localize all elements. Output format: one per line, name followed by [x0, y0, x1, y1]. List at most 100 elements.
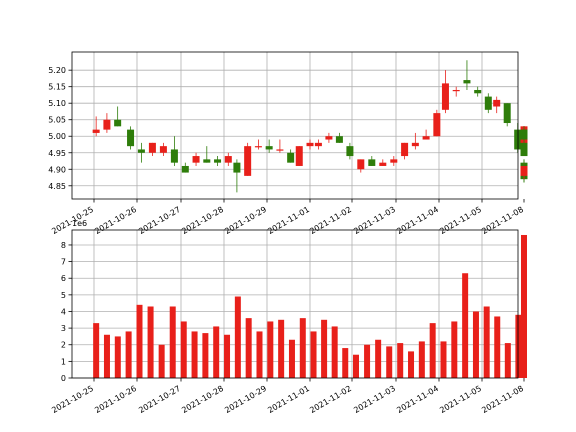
volume-bar — [245, 318, 252, 378]
volume-bar — [472, 311, 479, 378]
volume-bar — [125, 331, 132, 378]
candle-body — [520, 142, 528, 157]
volume-y-tick-label: 4 — [61, 307, 66, 316]
candle-body — [170, 149, 178, 163]
candle-body — [127, 129, 135, 147]
volume-bar — [418, 341, 425, 378]
volume-y-tick-label: 6 — [61, 274, 66, 283]
volume-bar — [310, 331, 317, 378]
volume-bar — [429, 323, 436, 378]
price-y-tick-label: 5.05 — [48, 116, 66, 125]
candle-body — [265, 146, 273, 150]
volume-bar — [256, 331, 263, 378]
volume-bar — [93, 323, 100, 378]
price-y-tick-label: 5.00 — [48, 132, 66, 141]
candle-body — [314, 142, 322, 147]
candle-body — [148, 142, 156, 153]
volume-bar — [191, 331, 198, 378]
candle-body — [254, 146, 262, 148]
volume-y-tick-label: 7 — [61, 258, 66, 267]
candle-body — [411, 142, 419, 147]
volume-offset-label: 1e6 — [72, 219, 87, 228]
candle-body — [503, 103, 511, 124]
candle-body — [520, 129, 528, 140]
price-y-axis: 4.85 4.90 4.95 5.00 5.05 5.10 5.15 5.20 — [48, 66, 72, 191]
candle-body — [441, 83, 449, 110]
volume-y-axis: 0 1 2 3 4 5 6 7 8 — [61, 241, 72, 383]
volume-y-tick-label: 0 — [61, 374, 66, 383]
volume-bar — [114, 336, 121, 378]
volume-bar — [462, 273, 469, 378]
candle-body — [92, 129, 100, 133]
volume-bar — [234, 296, 241, 378]
volume-bar — [342, 348, 349, 378]
candle-body — [159, 146, 167, 153]
volume-bar — [451, 321, 458, 378]
volume-bar — [299, 318, 306, 378]
volume-axes-frame — [71, 229, 519, 379]
volume-bar — [224, 334, 231, 378]
candle-body — [368, 159, 376, 166]
candle-body — [224, 156, 232, 163]
volume-bar — [169, 306, 176, 378]
volume-bar — [136, 304, 143, 378]
price-y-tick-label: 5.15 — [48, 83, 66, 92]
volume-bar — [364, 344, 371, 378]
price-y-tick-label: 4.85 — [48, 182, 66, 191]
volume-bar — [288, 339, 295, 378]
candle-body — [276, 149, 284, 151]
candle-body — [346, 146, 354, 157]
volume-bar — [397, 343, 404, 378]
price-y-tick-label: 5.10 — [48, 99, 66, 108]
volume-bar — [483, 306, 490, 378]
volume-bar — [202, 333, 209, 378]
candle-body — [520, 165, 528, 176]
volume-bar — [158, 344, 165, 378]
volume-bar — [494, 316, 501, 378]
candle-body — [463, 80, 471, 84]
volume-bar — [504, 343, 511, 378]
candle-body — [203, 159, 211, 163]
candle-body — [295, 146, 303, 166]
candle-body — [137, 149, 145, 153]
volume-bar — [386, 346, 393, 378]
candle-body — [484, 96, 492, 110]
volume-y-tick-label: 1 — [61, 357, 66, 366]
price-y-tick-label: 4.90 — [48, 165, 66, 174]
candle-body — [114, 119, 122, 127]
volume-bar — [440, 341, 447, 378]
volume-bar — [408, 351, 415, 378]
candle-body — [401, 142, 409, 157]
volume-bar — [180, 321, 187, 378]
volume-bar — [321, 319, 328, 378]
candle-body — [357, 159, 365, 170]
candle-body — [390, 159, 398, 163]
candle-body — [103, 119, 111, 130]
price-y-tick-label: 5.20 — [48, 66, 66, 75]
volume-bar — [147, 306, 154, 378]
volume-bar — [521, 293, 527, 378]
candle-body — [452, 89, 460, 92]
volume-y-tick-label: 8 — [61, 241, 66, 250]
candle-body — [192, 156, 200, 163]
price-gridlines — [72, 52, 518, 199]
candle-body — [493, 99, 501, 107]
candle-body — [214, 159, 222, 163]
candle-body — [181, 165, 189, 173]
candle-body — [287, 152, 295, 163]
candle-body — [325, 136, 333, 140]
volume-bar — [103, 334, 110, 378]
candle-body — [474, 89, 482, 94]
volume-bar — [375, 339, 382, 378]
volume-y-tick-label: 5 — [61, 291, 66, 300]
volume-bar — [331, 326, 338, 378]
price-axes-frame — [71, 51, 519, 200]
volume-bar — [278, 319, 285, 378]
volume-y-tick-label: 3 — [61, 324, 66, 333]
volume-bars — [93, 234, 527, 378]
volume-y-tick-label: 2 — [61, 341, 66, 350]
volume-bar — [213, 326, 220, 378]
candle-body — [379, 162, 387, 166]
candle-body — [422, 136, 430, 140]
